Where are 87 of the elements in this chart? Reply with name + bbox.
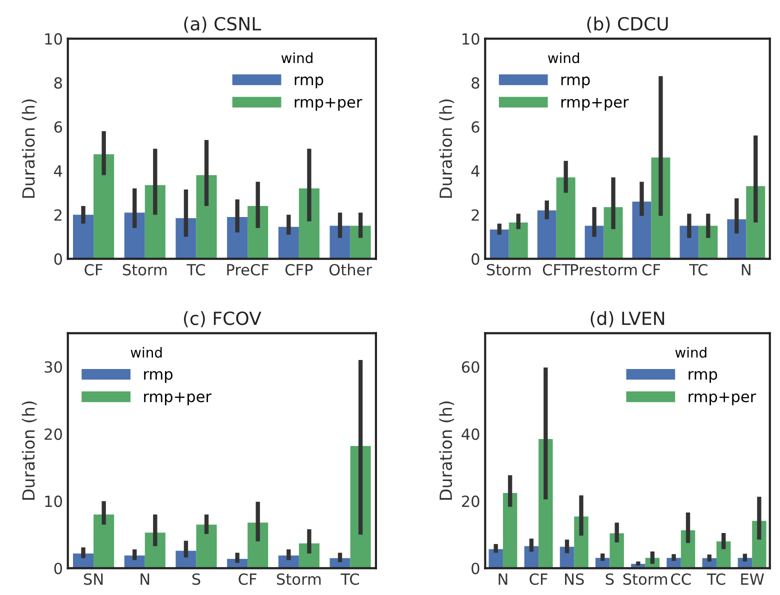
y-tick-label: 8	[54, 77, 62, 89]
x-tick-label: TC	[186, 264, 205, 276]
x-tick-label: TC	[689, 264, 708, 276]
x-tick-label: CFP	[285, 264, 313, 276]
y-tick-label: 10	[45, 496, 62, 508]
x-tick-label: Storm	[122, 264, 167, 276]
bar	[72, 214, 94, 259]
legend-label: rmp	[561, 76, 590, 88]
bar	[632, 202, 652, 259]
y-axis-title: Duration (h)	[22, 100, 37, 198]
x-tick-label: N	[140, 574, 150, 585]
x-tick-label: CFT	[542, 264, 571, 276]
x-tick-label: Storm	[486, 264, 531, 276]
bar	[727, 219, 746, 259]
bar	[490, 230, 509, 259]
bar	[196, 175, 217, 259]
y-axis-title: Duration (h)	[439, 100, 454, 198]
bar	[278, 226, 299, 259]
x-tick-label: CF	[238, 573, 256, 585]
x-tick-label: EW	[741, 574, 764, 585]
x-tick-label: CF	[530, 573, 548, 585]
x-tick-label: Storm	[623, 573, 667, 585]
bar	[248, 206, 268, 259]
legend-label: rmp+per	[688, 392, 756, 406]
bar	[537, 210, 556, 259]
bar	[350, 226, 371, 259]
y-tick-label: 10	[45, 33, 62, 45]
y-tick-label: 6	[54, 121, 62, 133]
y-tick-label: 0	[472, 562, 480, 574]
y-tick-label: 8	[472, 77, 480, 89]
x-tick-label: PreCF	[227, 264, 269, 276]
x-tick-label: CF	[642, 264, 660, 276]
y-tick-label: 10	[462, 33, 480, 45]
x-tick-label: TC	[340, 573, 360, 585]
bar	[330, 226, 350, 259]
x-tick-label: S	[192, 573, 200, 585]
bar	[124, 212, 145, 259]
y-tick-label: 0	[472, 253, 480, 265]
legend-label: rmp	[144, 371, 172, 383]
x-tick-label: N	[742, 264, 750, 276]
legend-title: wind	[548, 52, 580, 64]
x-tick-label: Storm	[276, 573, 321, 585]
y-tick-label: 30	[44, 361, 62, 373]
legend-title: wind	[130, 346, 162, 358]
y-axis-title: Duration (h)	[22, 402, 37, 500]
x-tick-label: Other	[329, 264, 372, 276]
bar	[94, 514, 114, 568]
chart-title: (a) CSNL	[184, 16, 262, 33]
x-tick-label: CF	[84, 264, 102, 276]
y-tick-label: 6	[472, 121, 480, 133]
bar	[227, 216, 248, 259]
y-tick-label: 0	[54, 253, 62, 265]
legend-label: rmp+per	[144, 392, 212, 406]
y-tick-label: 60	[462, 361, 480, 373]
x-tick-label: Prestorm	[571, 264, 637, 276]
legend-label: rmp	[688, 371, 718, 383]
x-tick-label: TC	[706, 573, 726, 585]
y-tick-label: 20	[462, 496, 480, 508]
bar	[144, 185, 166, 259]
x-tick-label: SN	[84, 573, 103, 585]
bar	[488, 549, 503, 568]
chart-title: (b) CDCU	[587, 16, 668, 33]
y-tick-label: 4	[471, 165, 480, 177]
x-tick-label: N	[498, 574, 508, 585]
y-tick-label: 2	[54, 209, 62, 221]
x-tick-label: CC	[671, 573, 691, 585]
y-tick-label: 40	[462, 428, 480, 440]
legend-label: rmp	[294, 76, 324, 88]
y-axis-title: Duration (h)	[439, 402, 454, 500]
legend-title: wind	[675, 346, 706, 358]
legend-title: wind	[281, 52, 312, 64]
y-tick-label: 2	[472, 209, 479, 221]
legend-label: rmp+per	[561, 98, 629, 111]
bar	[508, 222, 528, 259]
legend-label: rmp+per	[294, 98, 362, 111]
chart-title: (d) LVEN	[590, 311, 664, 328]
y-tick-label: 4	[54, 165, 62, 177]
bar	[556, 177, 576, 259]
bar	[196, 524, 217, 568]
y-tick-label: 20	[44, 428, 62, 440]
bar	[610, 533, 624, 568]
x-tick-label: S	[606, 573, 614, 585]
y-tick-label: 0	[54, 562, 62, 574]
chart-title: (c) FCOV	[184, 311, 262, 328]
x-tick-label: NS	[565, 573, 584, 585]
bar	[502, 493, 518, 568]
bar	[94, 154, 114, 259]
